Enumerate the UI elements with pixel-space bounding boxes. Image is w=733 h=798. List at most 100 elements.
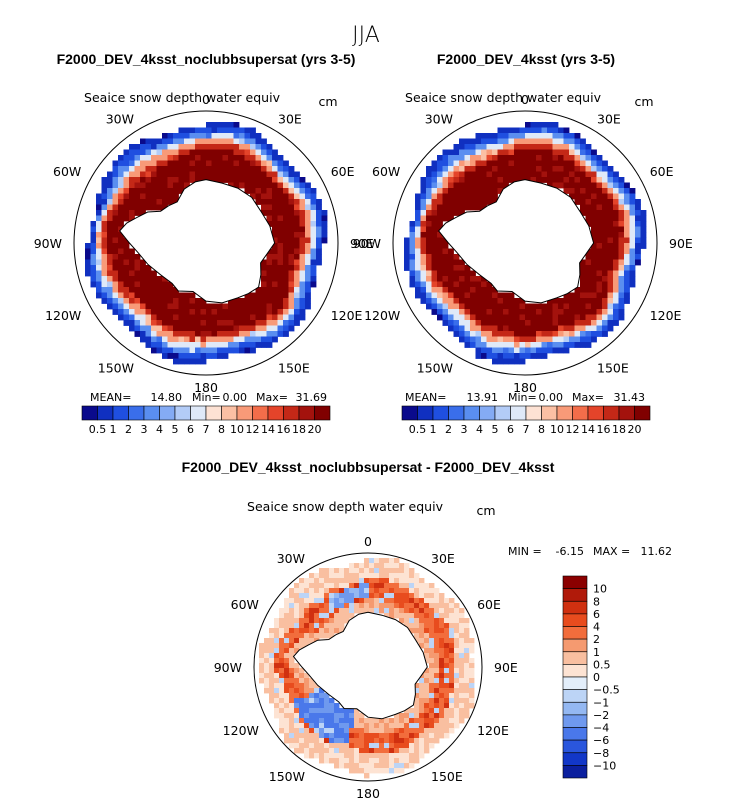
panel3-units: cm [476, 503, 495, 518]
panel2-cbar-box [510, 405, 527, 421]
panel1-cbar-box [236, 405, 253, 421]
panel2-lon-180: 180 [513, 380, 537, 395]
panel3-lon-60e: 60E [477, 597, 501, 612]
panel1-lon-30w: 30W [106, 111, 134, 126]
panel2-variable: Seaice snow depth water equiv [405, 90, 602, 105]
panel2-min-label: Min= [508, 391, 537, 404]
panel3-lon-90e: 90E [494, 660, 518, 675]
panel1-lon-30e: 30E [278, 111, 302, 126]
panel2-cbar-tick: 3 [461, 423, 468, 436]
panel3-max-label: MAX = [593, 545, 630, 558]
panel1-cbar-box [298, 405, 315, 421]
panel1-cbar-box [221, 405, 238, 421]
panel2-cbar-tick: 0.5 [409, 423, 427, 436]
panel3-cbar-tick: 8 [593, 595, 600, 608]
panel3-cbar-box [562, 613, 588, 627]
panel2-cbar-tick: 18 [612, 423, 626, 436]
panel2-cbar-box [618, 405, 635, 421]
panel1-cbar-box [252, 405, 269, 421]
panel3-cbar-tick: −8 [593, 747, 609, 760]
panel2-cbar-box [603, 405, 620, 421]
panel3-cbar-box [562, 689, 588, 703]
panel2-cbar-box [463, 405, 480, 421]
panel1-cbar-box [128, 405, 145, 421]
panel3-lon-30e: 30E [431, 551, 455, 566]
panel1-cbar-tick: 1 [110, 423, 117, 436]
panel1-lon-120e: 120E [331, 308, 363, 323]
panel3-cbar-box [562, 739, 588, 753]
panel2-lon-30w: 30W [425, 111, 453, 126]
panel2-lon-120e: 120E [650, 308, 682, 323]
panel3-lon-0: 0 [364, 534, 372, 549]
panel3-cbar-tick: −6 [593, 734, 609, 747]
panel1-cbar-box [314, 405, 331, 421]
panel2-cbar-tick: 1 [430, 423, 437, 436]
panel1-cbar-tick: 0.5 [89, 423, 107, 436]
panel3-lon-30w: 30W [277, 551, 305, 566]
panel1-cbar-tick: 12 [246, 423, 260, 436]
panel3-cbar-tick: 10 [593, 583, 607, 596]
panel3-cbar-box [562, 727, 588, 741]
panel-control: F2000_DEV_4ksst (yrs 3-5) Seaice snow de… [353, 51, 693, 436]
panel2-lon-120w: 120W [364, 308, 400, 323]
panel2-min-value: 0.00 [539, 391, 564, 404]
panel3-cbar-box [562, 664, 588, 678]
panel3-cbar-box [562, 714, 588, 728]
p3-antarctica [292, 611, 428, 720]
panel2-lon-60e: 60E [650, 164, 674, 179]
panel-difference: F2000_DEV_4ksst_noclubbsupersat - F2000_… [182, 459, 672, 798]
panel2-cbar-tick: 4 [476, 423, 483, 436]
panel1-units: cm [318, 94, 337, 109]
panel1-cbar-box [159, 405, 176, 421]
panel2-cbar-tick: 2 [445, 423, 452, 436]
panel2-cbar-box [587, 405, 604, 421]
panel1-cbar-tick: 20 [308, 423, 322, 436]
panel3-max-value: 11.62 [641, 545, 673, 558]
p2-antarctica [438, 179, 595, 304]
panel3-cbar-tick: 6 [593, 608, 600, 621]
panel2-cbar-box [541, 405, 558, 421]
panel1-cbar-box [174, 405, 191, 421]
panel3-lon-labels: 0 30E 60E 90E 120E 150E 180 150W 120W 90W 60W 30W [214, 534, 518, 798]
panel2-cbar-tick: 14 [581, 423, 595, 436]
panel2-title: F2000_DEV_4ksst (yrs 3-5) [437, 51, 615, 67]
panel1-cbar-box [81, 405, 98, 421]
panel2-cbar-tick: 16 [597, 423, 611, 436]
panel3-cbar-tick: −0.5 [593, 684, 620, 697]
panel3-cbar-tick: 0.5 [593, 658, 611, 671]
panel1-mean-value: 14.80 [151, 391, 183, 404]
panel1-lon-0: 0 [202, 92, 210, 107]
panel1-map-border [73, 110, 339, 376]
panel2-cbar-box [401, 405, 418, 421]
panel1-cbar-box [143, 405, 160, 421]
panel1-cbar-box [267, 405, 284, 421]
panel2-cbar-box [556, 405, 573, 421]
panel3-cbar-box [562, 752, 588, 766]
panel1-title: F2000_DEV_4ksst_noclubbsupersat (yrs 3-5… [57, 51, 356, 67]
panel3-map [259, 558, 475, 779]
panel3-lon-150w: 150W [269, 769, 305, 784]
panel2-cbar-tick: 6 [507, 423, 514, 436]
panel1-lon-labels: 0 30E 60E 90E 120E 150E 180 150W 120W 90W 60W 30W [34, 92, 374, 395]
panel2-cbar-tick: 12 [566, 423, 580, 436]
panel2-mean-value: 13.91 [467, 391, 499, 404]
panel2-cbar-box [479, 405, 496, 421]
panel3-cbar-tick: 4 [593, 621, 600, 634]
panel2-cbar-box [634, 405, 651, 421]
panel1-cbar-tick: 18 [292, 423, 306, 436]
panel1-cbar-tick: 2 [125, 423, 132, 436]
panel1-cbar-box [190, 405, 207, 421]
panel1-lon-120w: 120W [45, 308, 81, 323]
panel2-cbar-box [494, 405, 511, 421]
panel2-cbar-box [525, 405, 542, 421]
panel3-cbar-tick: 2 [593, 633, 600, 646]
panel3-cbar-tick: −4 [593, 722, 609, 735]
panel2-max-value: 31.43 [614, 391, 646, 404]
panel1-min-label: Min= [192, 391, 221, 404]
panel3-lon-120e: 120E [477, 723, 509, 738]
panel3-cbar-tick: 1 [593, 646, 600, 659]
panel3-lon-120w: 120W [223, 723, 259, 738]
panel1-lon-90w: 90W [34, 236, 62, 251]
panel2-cbar-box [417, 405, 434, 421]
